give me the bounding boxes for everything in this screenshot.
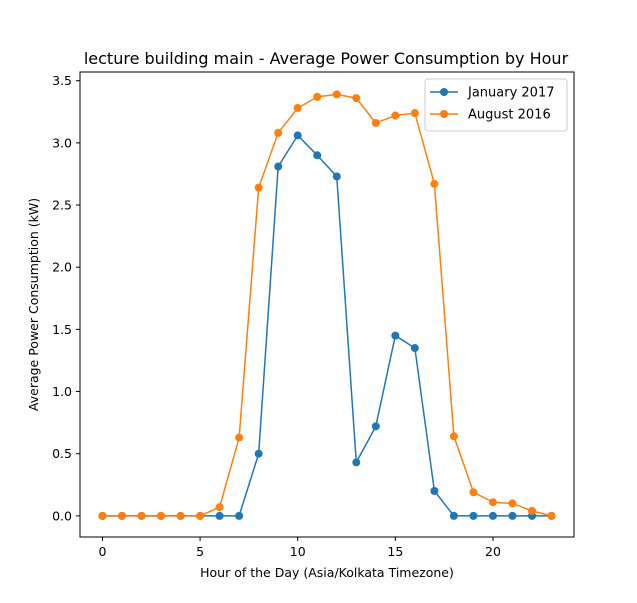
data-point [254,183,263,192]
data-point [117,511,126,520]
data-point [332,172,341,181]
legend-item-1: August 2016 [430,108,551,123]
data-point [391,111,400,120]
x-tick-label: 0 [98,544,106,559]
legend: January 2017 August 2016 [424,78,568,132]
data-point [293,104,302,113]
y-tick-label: 2.5 [52,198,72,213]
data-point [235,433,244,442]
data-point [235,511,244,520]
data-point [410,109,419,118]
data-point [332,90,341,99]
series-1 [98,90,556,520]
y-tick-label: 1.5 [52,322,72,337]
chart-title: lecture building main - Average Power Co… [84,49,569,68]
data-point [430,179,439,188]
plot-area [80,72,574,537]
legend-marker [440,88,448,96]
x-axis: 0 5 10 15 20 [98,537,501,559]
data-point [196,511,205,520]
data-point [410,344,419,353]
data-point [274,162,283,171]
plot-frame [79,71,575,538]
data-point [508,499,517,508]
data-point [469,511,478,520]
data-point [137,511,146,520]
data-point [449,511,458,520]
data-point [469,488,478,497]
data-point [157,511,166,520]
legend-item-0: January 2017 [430,86,555,101]
y-tick-label: 2.0 [52,260,72,275]
y-tick-label: 3.0 [52,135,72,150]
data-point [371,422,380,431]
data-point [215,511,224,520]
y-axis: 0.0 0.5 1.0 1.5 2.0 2.5 3.0 3.5 [52,73,80,523]
series-layer [98,90,556,520]
data-point [488,498,497,507]
data-point [547,511,556,520]
data-point [352,458,361,467]
x-tick-label: 10 [290,544,306,559]
data-point [254,449,263,458]
data-point [274,128,283,137]
data-point [371,118,380,127]
x-axis-label: Hour of the Day (Asia/Kolkata Timezone) [200,565,454,580]
data-point [98,511,107,520]
x-tick-label: 5 [196,544,204,559]
x-tick-label: 15 [387,544,403,559]
y-axis-label: Average Power Consumption (kW) [26,198,41,411]
x-tick-label: 20 [485,544,501,559]
data-point [313,151,322,160]
data-point [508,511,517,520]
y-tick-label: 3.5 [52,73,72,88]
legend-marker [440,110,448,118]
legend-box [424,78,568,132]
data-point [215,503,224,512]
y-tick-label: 0.5 [52,446,72,461]
data-point [313,92,322,101]
legend-label: August 2016 [468,108,551,123]
data-point [430,487,439,495]
data-point [176,511,185,520]
data-point [293,131,302,140]
data-point [488,511,497,520]
data-point [528,506,537,515]
y-tick-label: 0.0 [52,508,72,523]
data-point [391,331,400,340]
data-point [449,432,458,441]
data-point [352,94,361,103]
y-tick-label: 1.0 [52,384,72,399]
legend-label: January 2017 [467,86,555,101]
